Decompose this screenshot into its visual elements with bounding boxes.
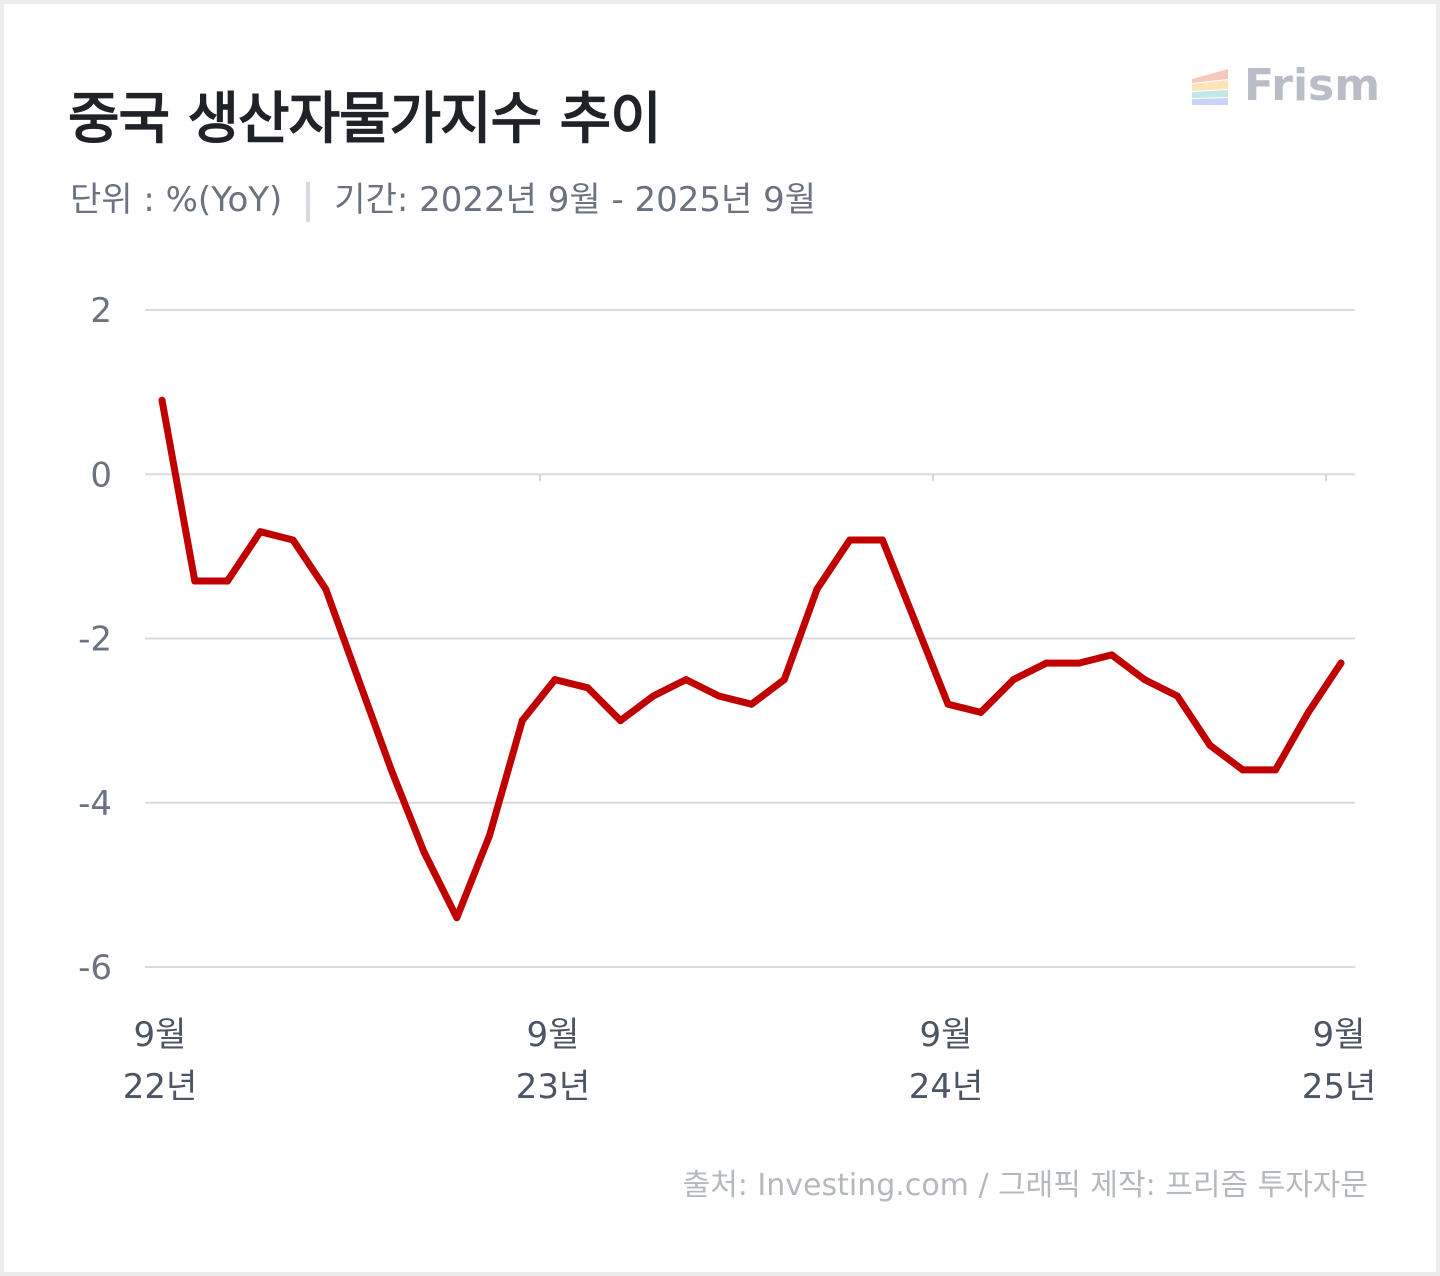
data-point (1075, 659, 1083, 667)
data-point (813, 585, 821, 593)
x-tick-label-year: 24년 (909, 1067, 984, 1107)
data-point (1042, 659, 1050, 667)
y-tick-label: -4 (78, 784, 112, 824)
data-point (780, 676, 788, 684)
data-point (158, 396, 166, 404)
stacked-layers-logo-icon (1192, 69, 1228, 105)
grid-layer (145, 309, 1355, 968)
y-axis-labels: 2 0 -2 -4 -6 (78, 291, 112, 988)
data-point (944, 700, 952, 708)
x-tick-label-year: 22년 (123, 1067, 198, 1107)
x-axis-labels: 9월 22년 9월 23년 9월 24년 9월 25년 (123, 1015, 1377, 1107)
series-layer (158, 396, 1345, 922)
data-point (1173, 692, 1181, 700)
y-tick-label: 2 (90, 291, 112, 331)
x-tick-label-month: 9월 (920, 1015, 973, 1055)
data-point (1272, 766, 1279, 774)
data-point (256, 528, 264, 536)
chart-subtitle: 단위 : %(YoY) 기간: 2022년 9월 - 2025년 9월 (70, 172, 816, 222)
data-point (1337, 659, 1345, 667)
chart-title: 중국 생산자물가지수 추이 (68, 87, 662, 152)
x-tick-label-month: 9월 (1313, 1015, 1366, 1055)
source-credit: 출처: Investing.com / 그래픽 제작: 프리즘 투자자문 (682, 1168, 1368, 1203)
x-tick-label-year: 23년 (516, 1067, 591, 1107)
data-point (617, 717, 624, 725)
data-point (1206, 741, 1214, 749)
data-point (322, 585, 330, 593)
unit-label: 단위 : %(YoY) (70, 180, 283, 220)
data-point (224, 577, 231, 585)
data-point (748, 700, 755, 708)
data-point (486, 832, 493, 840)
data-point (453, 914, 461, 922)
data-point (1141, 676, 1148, 684)
data-point (1108, 651, 1116, 659)
data-point (355, 676, 362, 684)
data-point (584, 684, 592, 692)
frism-logo: Frism (1190, 59, 1381, 111)
data-point (518, 717, 526, 725)
data-point (551, 676, 559, 684)
data-point (1304, 708, 1312, 716)
ppi-series-line (158, 396, 1345, 922)
data-point (977, 708, 985, 716)
data-point (911, 618, 919, 626)
data-point (191, 577, 199, 585)
data-point (420, 848, 428, 856)
y-tick-label: 0 (90, 455, 112, 495)
x-tick-label-month: 9월 (527, 1015, 580, 1055)
x-tick-marks (539, 474, 1327, 482)
x-tick-label-month: 9월 (134, 1015, 187, 1055)
data-point (1239, 766, 1247, 774)
data-point (387, 766, 395, 774)
data-point (1010, 676, 1017, 684)
data-point (846, 536, 854, 544)
subtitle-divider (306, 181, 311, 222)
y-tick-label: -2 (78, 620, 112, 660)
data-point (715, 692, 723, 700)
data-point (879, 536, 886, 544)
data-point (682, 676, 690, 684)
x-tick-label-year: 25년 (1302, 1067, 1377, 1107)
period-label: 기간: 2022년 9월 - 2025년 9월 (334, 180, 817, 220)
brand-name: Frism (1244, 59, 1381, 111)
data-point (649, 692, 657, 700)
y-tick-label: -6 (78, 948, 112, 988)
data-point (289, 536, 297, 544)
